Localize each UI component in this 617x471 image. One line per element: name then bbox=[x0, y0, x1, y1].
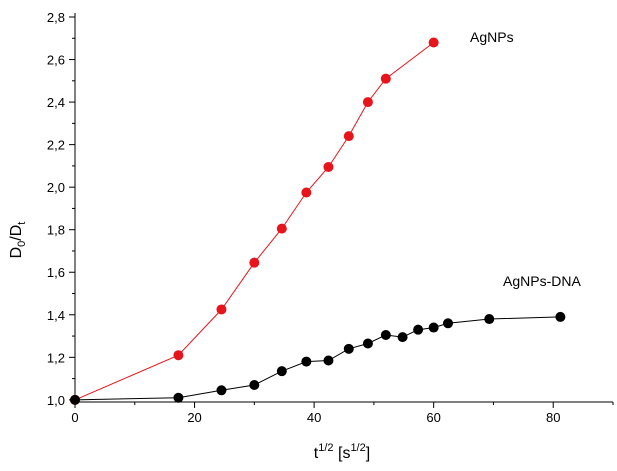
data-point bbox=[70, 394, 80, 405]
axes: 0 20 40 60 80 1,0 1,2 1,4 1,6 1,8 2,0 2,2 2,4 2,6 2,8 bbox=[47, 10, 614, 425]
data-point bbox=[249, 379, 260, 390]
data-point bbox=[428, 37, 439, 48]
y-tick-label: 2,8 bbox=[47, 10, 65, 25]
y-axis-title-base: D bbox=[8, 247, 25, 259]
y-axis-title-mid: /D bbox=[8, 225, 25, 241]
data-point bbox=[276, 366, 287, 377]
x-axis-title-end: ] bbox=[366, 445, 370, 462]
data-point bbox=[323, 161, 334, 172]
data-point bbox=[380, 73, 391, 84]
data-point bbox=[216, 385, 227, 396]
y-tick-label: 1,6 bbox=[47, 265, 65, 280]
x-axis-title: t1/2 [s1/2] bbox=[314, 442, 370, 462]
x-tick-label: 20 bbox=[187, 410, 201, 425]
series-label-agnps: AgNPs bbox=[470, 29, 514, 45]
series-label-agnps-dna: AgNPs-DNA bbox=[503, 273, 581, 289]
y-tick-label: 1,4 bbox=[47, 308, 65, 323]
data-point bbox=[362, 97, 373, 108]
y-axis-title-sub1: 0 bbox=[16, 241, 28, 247]
data-point bbox=[428, 322, 439, 333]
x-tick-label: 60 bbox=[426, 410, 440, 425]
series-agnps bbox=[70, 37, 439, 405]
y-tick-label: 2,0 bbox=[47, 180, 65, 195]
series-line bbox=[74, 42, 435, 401]
series-layer bbox=[70, 37, 566, 405]
y-axis-title: D0/Dt bbox=[8, 222, 28, 259]
data-point bbox=[276, 223, 287, 234]
x-tick-label: 40 bbox=[307, 410, 321, 425]
data-point bbox=[362, 338, 373, 349]
y-axis-title-sub2: t bbox=[16, 222, 28, 225]
data-point bbox=[413, 324, 424, 335]
y-tick-label: 2,2 bbox=[47, 138, 65, 153]
y-tick-label: 2,4 bbox=[47, 95, 65, 110]
data-point bbox=[555, 311, 566, 322]
data-point bbox=[173, 350, 184, 361]
data-point bbox=[397, 332, 408, 343]
data-point bbox=[301, 356, 312, 367]
data-point bbox=[323, 355, 334, 366]
x-axis-title-sup2: 1/2 bbox=[350, 442, 365, 454]
data-point bbox=[343, 131, 354, 142]
data-point bbox=[484, 314, 495, 325]
data-point bbox=[380, 329, 391, 340]
data-point bbox=[173, 392, 184, 403]
y-tick-label: 1,2 bbox=[47, 350, 65, 365]
data-point bbox=[343, 343, 354, 354]
series-agnps-dna bbox=[70, 311, 566, 405]
y-tick-label: 2,6 bbox=[47, 53, 65, 68]
data-point bbox=[443, 318, 454, 329]
y-tick-label: 1,8 bbox=[47, 223, 65, 238]
x-axis-title-mid: [s bbox=[334, 445, 351, 462]
data-point bbox=[216, 304, 227, 315]
data-point bbox=[301, 187, 312, 198]
x-tick-label: 0 bbox=[71, 410, 78, 425]
y-tick-label: 1,0 bbox=[47, 393, 65, 408]
x-axis-title-sup1: 1/2 bbox=[318, 442, 333, 454]
data-point bbox=[249, 257, 260, 268]
x-tick-label: 80 bbox=[546, 410, 560, 425]
series-line bbox=[74, 316, 561, 401]
x-axis-title-base: t bbox=[314, 445, 319, 462]
